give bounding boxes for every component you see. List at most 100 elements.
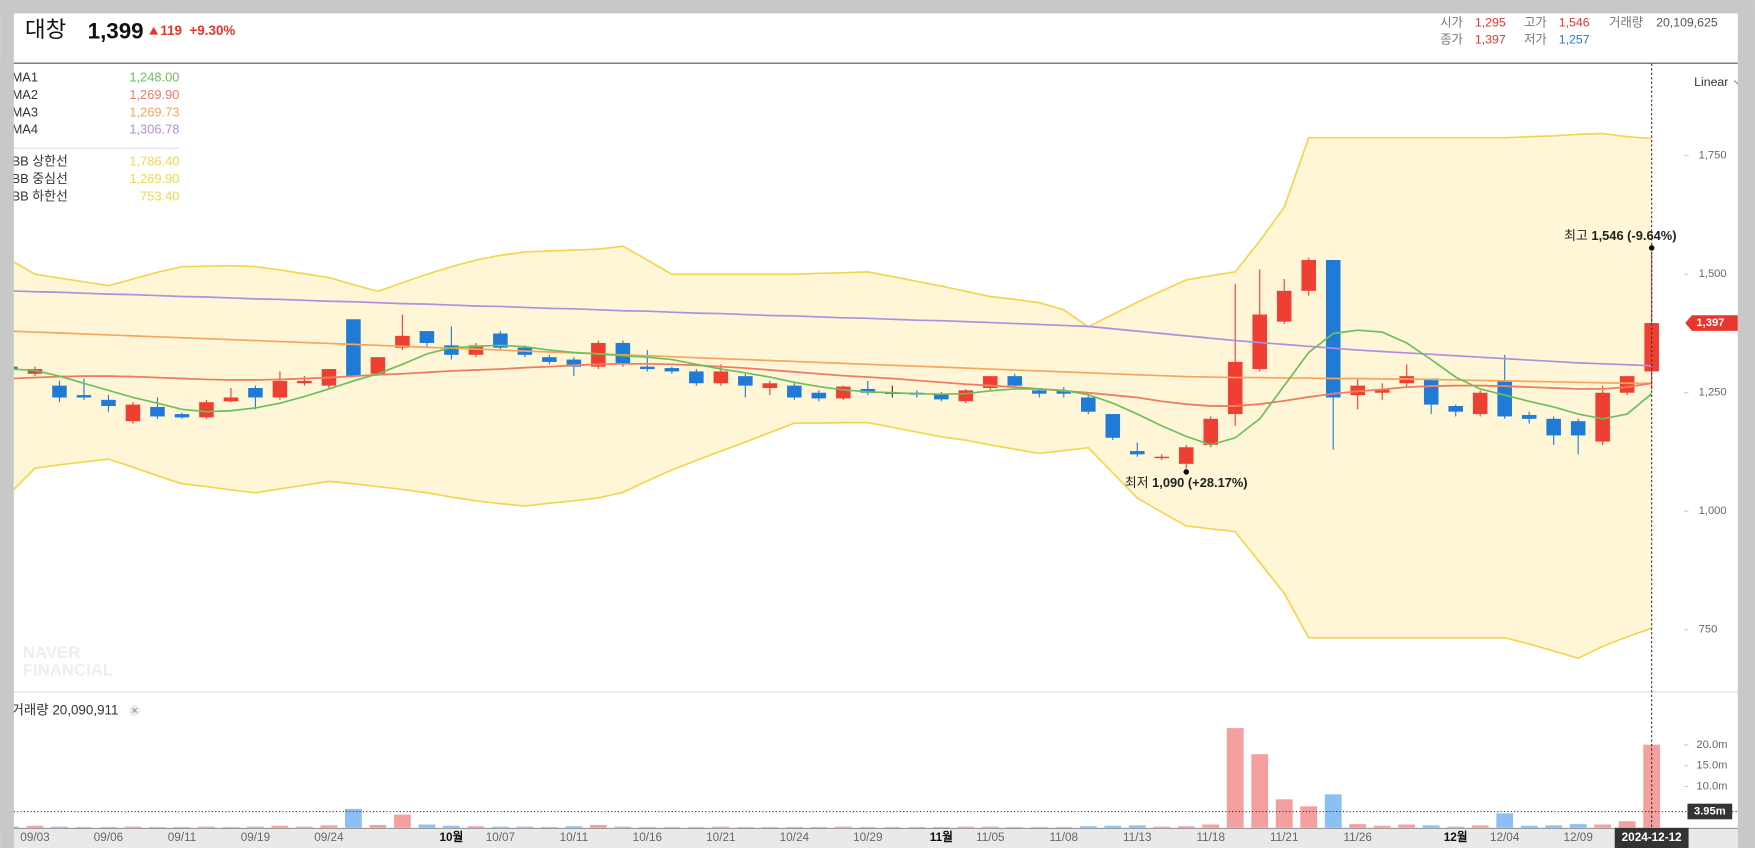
candle-body [1129, 451, 1145, 455]
candle-body [346, 319, 361, 377]
candle-body [615, 342, 631, 365]
candle-body [1472, 392, 1488, 415]
volume-bar [1153, 826, 1171, 828]
candle-body [640, 366, 655, 370]
volume-bar [149, 827, 166, 828]
candle-body [395, 335, 410, 348]
volume-bar [1545, 825, 1563, 828]
volume-bar [13, 826, 19, 828]
indicator-line [13, 421, 1652, 660]
candle-body [1374, 388, 1390, 393]
stat-value: 1,257 [1559, 33, 1590, 47]
watermark: NAVER [23, 643, 80, 662]
candle-body [493, 333, 508, 348]
volume-bar [247, 826, 264, 828]
candle-body [1423, 378, 1439, 405]
frame [0, 0, 1755, 14]
candle-body [811, 392, 827, 399]
stock-name: 대창 [25, 17, 66, 42]
y-tick-label: 10.0m [1696, 780, 1727, 792]
volume-bar [516, 826, 534, 828]
x-tick-label: 12월 [1444, 830, 1468, 844]
volume-title-label: 거래량 [12, 702, 49, 717]
x-tick-label: 11/21 [1270, 831, 1298, 844]
volume-bar [345, 808, 362, 828]
candle-body [1178, 447, 1194, 464]
candle-body [1325, 260, 1341, 398]
candle-body [1448, 406, 1463, 412]
volume-bar [908, 827, 926, 828]
volume-bar [1594, 824, 1612, 828]
x-tick-label: 10/07 [486, 831, 515, 844]
volume-bar [638, 827, 656, 828]
x-tick-label: 11/26 [1343, 831, 1372, 844]
candle-body [958, 390, 974, 402]
candle-body [76, 395, 92, 398]
volume-bar [1104, 825, 1122, 828]
y-tick-label: 1,750 [1699, 150, 1727, 162]
watermark: FINANCIAL [23, 661, 113, 680]
annotation-text: 1,090 (+28.17%) [1152, 476, 1247, 491]
stat-label: 거래량 [1609, 16, 1643, 30]
volume-bar [565, 826, 583, 828]
volume-bar [1177, 826, 1195, 828]
stat-label: 종가 [1440, 33, 1463, 47]
last-price-label: 1,397 [1696, 317, 1724, 329]
average-label: 3.95m [1694, 805, 1726, 817]
candle-body [1595, 392, 1610, 442]
volume-bar [296, 826, 313, 828]
stat-label: 고가 [1524, 16, 1547, 30]
candle-body [664, 368, 680, 372]
candle-body [1227, 361, 1243, 415]
candle-body [1105, 414, 1121, 438]
legend-name: MA3 [12, 104, 38, 119]
frame [0, 0, 14, 848]
candle-body [101, 399, 116, 407]
scale-toggle[interactable]: Linear [1694, 75, 1728, 89]
indicator-line [13, 290, 1652, 367]
stat-value: 1,397 [1475, 33, 1506, 47]
volume-bar [222, 827, 240, 828]
candle-body [468, 345, 484, 355]
annotation-dot [1648, 245, 1655, 251]
candle-body [419, 331, 435, 343]
volume-bar [1030, 827, 1048, 828]
volume-bar [394, 814, 411, 828]
x-tick-label: 12/04 [1490, 831, 1520, 844]
y-tick-label: 15.0m [1696, 760, 1727, 772]
volume-bar [736, 827, 754, 828]
volume-bar [810, 827, 828, 828]
legend-value: 1,786.40 [129, 154, 179, 169]
candle-body [1350, 385, 1365, 396]
x-tick-label: 09/06 [94, 831, 124, 844]
x-highlight [1614, 827, 1689, 848]
volume-bar [957, 826, 975, 828]
annotation: 최저 1,090 (+28.17%) [1125, 476, 1248, 491]
candle-body [689, 371, 704, 384]
candle-body [125, 404, 141, 422]
close-icon-x[interactable] [132, 707, 138, 714]
legend-value: 1,306.78 [129, 122, 179, 137]
volume-bar [761, 827, 779, 828]
price-change-pct: +9.30% [189, 23, 235, 38]
stat-label: 시가 [1440, 16, 1463, 30]
header-stats: 시가 1,295 고가 1,546 거래량 20,109,625 종가 1,397 저가 1,25… [1440, 16, 1718, 47]
legend-value: 1,248.00 [129, 70, 179, 85]
candle-body [13, 366, 18, 370]
candle-body [199, 402, 214, 418]
stock-price: 1,399 [88, 18, 144, 43]
candle-body [591, 342, 606, 367]
candle-body [370, 357, 386, 374]
volume-bar [320, 825, 338, 828]
price-plot [13, 132, 1659, 660]
legend-name: MA2 [12, 87, 38, 102]
volume-bar [1496, 813, 1514, 828]
volume-bar [443, 825, 460, 828]
y-tick-label: 1,500 [1699, 268, 1727, 280]
candle-body [1032, 390, 1047, 394]
candle-body [174, 414, 190, 418]
volume-bar [1202, 824, 1220, 828]
band-fill [13, 133, 1652, 659]
